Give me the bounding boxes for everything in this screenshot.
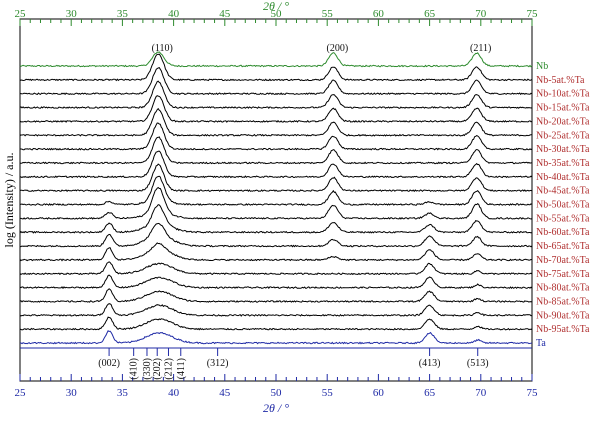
bottom-axis-tick-label: 55 <box>322 387 334 399</box>
ta-reference-labels: (002) (410) (330) (202) (212) (411) (312) (413)… <box>98 348 489 380</box>
series-line <box>19 150 533 179</box>
top-axis-label: 2θ / ° <box>263 0 289 13</box>
bottom-axis: 25 30 35 40 45 50 55 60 65 70 75 <box>15 374 539 399</box>
series-line <box>19 330 533 345</box>
series-line <box>19 80 533 109</box>
series-label: Nb-65at.%Ta <box>536 241 590 252</box>
top-axis-tick-label: 65 <box>424 8 436 20</box>
top-axis-tick-label: 60 <box>373 8 385 20</box>
series-line <box>19 261 533 276</box>
series-label: Nb-40at.%Ta <box>536 172 590 183</box>
nb-peak-label: (211) <box>470 43 491 54</box>
series-label: Nb-95at.%Ta <box>536 324 590 335</box>
series-line <box>19 107 532 137</box>
top-axis-tick-label: 70 <box>475 8 487 20</box>
bottom-axis-tick-label: 65 <box>424 387 436 399</box>
series-label: Nb-85at.%Ta <box>536 296 590 307</box>
ta-reference-label: (312) <box>207 358 229 369</box>
series-label: Nb-15at.%Ta <box>536 103 590 114</box>
series-line <box>19 122 533 151</box>
nb-peak-label: (200) <box>327 43 349 54</box>
series-label: Nb-5at.%Ta <box>536 75 585 86</box>
top-axis-tick-label: 30 <box>66 8 78 20</box>
ta-reference-label: (330) <box>142 358 153 380</box>
series-line <box>19 53 533 82</box>
top-axis-tick-label: 25 <box>15 8 27 20</box>
bottom-axis-tick-label: 35 <box>117 387 129 399</box>
series-line <box>19 274 533 290</box>
series-line <box>19 51 533 68</box>
bottom-axis-tick-label: 40 <box>168 387 180 399</box>
top-axis-tick-label: 40 <box>168 8 180 20</box>
series-line <box>19 136 532 165</box>
top-axis-tick-label: 45 <box>219 8 231 20</box>
series-line <box>19 95 533 123</box>
ta-reference-label: (002) <box>98 358 120 369</box>
bottom-axis-tick-label: 60 <box>373 387 385 399</box>
series-labels: Nb Nb-5at.%Ta Nb-10at.%Ta Nb-15at.%Ta Nb-20a… <box>536 61 590 349</box>
top-axis: 25 30 35 40 45 50 55 60 65 70 75 <box>15 8 539 26</box>
series-label: Nb-75at.%Ta <box>536 269 590 280</box>
nb-peak-labels: (110) (200) (211) <box>152 43 492 54</box>
series-label: Nb-90at.%Ta <box>536 310 590 321</box>
series-line <box>19 316 533 331</box>
top-axis-tick-label: 75 <box>527 8 539 20</box>
bottom-axis-tick-label: 50 <box>271 387 283 399</box>
series-line <box>19 163 533 193</box>
series-line <box>19 175 533 206</box>
bottom-axis-label: 2θ / ° <box>263 401 289 415</box>
bottom-axis-tick-label: 45 <box>219 387 231 399</box>
top-axis-tick-label: 35 <box>117 8 129 20</box>
series-lines <box>19 51 533 345</box>
series-line <box>19 288 533 303</box>
series-line <box>19 242 533 262</box>
ta-reference-label: (410) <box>129 358 140 380</box>
series-line <box>19 186 533 220</box>
series-label: Nb-10at.%Ta <box>536 89 590 100</box>
ta-reference-label: (413) <box>419 358 441 369</box>
series-line <box>20 66 533 96</box>
series-label: Nb-80at.%Ta <box>536 283 590 294</box>
series-label: Nb-55at.%Ta <box>536 213 590 224</box>
ta-reference-label: (212) <box>164 358 175 380</box>
ta-reference-label: (513) <box>467 358 489 369</box>
series-label: Nb-50at.%Ta <box>536 200 590 211</box>
ta-reference-label: (202) <box>152 358 163 380</box>
plot-frame <box>19 18 533 382</box>
bottom-axis-tick-label: 70 <box>475 387 487 399</box>
bottom-axis-tick-label: 30 <box>66 387 78 399</box>
series-label: Ta <box>536 338 546 349</box>
series-label: Nb-30at.%Ta <box>536 144 590 155</box>
series-label: Nb <box>536 61 548 72</box>
series-label: Nb-60at.%Ta <box>536 227 590 238</box>
y-axis-label: log (Intensity) / a.u. <box>2 153 16 248</box>
series-label: Nb-20at.%Ta <box>536 116 590 127</box>
series-line <box>19 204 533 234</box>
bottom-axis-tick-label: 75 <box>527 387 539 399</box>
series-line <box>20 222 533 248</box>
nb-peak-label: (110) <box>152 43 173 54</box>
top-axis-tick-label: 55 <box>322 8 334 20</box>
series-line <box>19 303 533 317</box>
series-label: Nb-25at.%Ta <box>536 130 590 141</box>
series-label: Nb-35at.%Ta <box>536 158 590 169</box>
ta-reference-label: (411) <box>176 358 187 379</box>
top-axis-tick-label: 50 <box>271 8 283 20</box>
series-label: Nb-45at.%Ta <box>536 186 590 197</box>
series-label: Nb-70at.%Ta <box>536 255 590 266</box>
bottom-axis-tick-label: 25 <box>15 387 27 399</box>
